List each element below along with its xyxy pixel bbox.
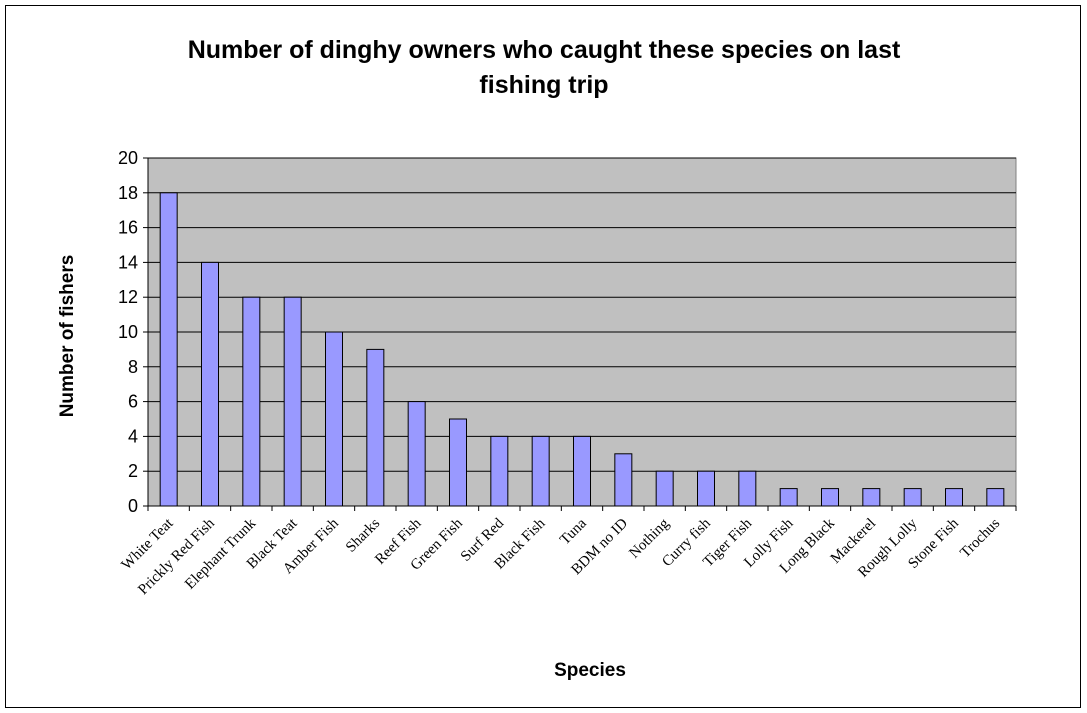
bar	[531, 435, 550, 507]
y-tick-label: 20	[118, 148, 138, 168]
bar	[159, 192, 178, 507]
y-tick-label: 2	[128, 461, 138, 481]
bar	[490, 435, 509, 507]
x-tick-label: Tuna	[557, 515, 590, 548]
bar	[779, 488, 798, 507]
chart-frame: Number of dinghy owners who caught these…	[5, 5, 1081, 708]
bar	[862, 488, 881, 507]
y-tick-label: 0	[128, 496, 138, 516]
y-tick-label: 12	[118, 287, 138, 307]
bar	[283, 296, 302, 507]
bar	[738, 470, 757, 507]
chart-title-line-2: fishing trip	[479, 71, 608, 99]
bar	[986, 488, 1005, 507]
bar	[697, 470, 715, 507]
x-axis-title: Species	[554, 660, 626, 681]
y-axis-title: Number of fishers	[57, 255, 78, 418]
x-tick-label: Sharks	[343, 515, 383, 555]
y-tick-label: 8	[128, 357, 138, 377]
y-tick-label: 10	[118, 322, 138, 342]
bar	[407, 401, 426, 507]
y-tick-label: 6	[128, 392, 138, 412]
bar	[614, 453, 633, 507]
y-tick-label: 18	[118, 183, 138, 203]
bar	[201, 261, 219, 507]
chart-title-line-1: Number of dinghy owners who caught these…	[188, 36, 901, 64]
x-tick-label: Elephant Trunk	[182, 515, 259, 592]
bar	[366, 348, 385, 507]
x-tick-label: Trochus	[957, 515, 1003, 561]
bar	[903, 488, 922, 507]
bar	[945, 488, 963, 507]
bar	[449, 418, 467, 507]
bar	[242, 296, 261, 507]
bar	[573, 435, 591, 507]
bar	[325, 331, 343, 507]
y-tick-label: 16	[118, 218, 138, 238]
chart-svg: Number of dinghy owners who caught these…	[57, 36, 1017, 681]
bar	[821, 488, 839, 507]
y-tick-label: 14	[118, 252, 138, 272]
y-tick-label: 4	[128, 426, 138, 446]
bar	[655, 470, 674, 507]
